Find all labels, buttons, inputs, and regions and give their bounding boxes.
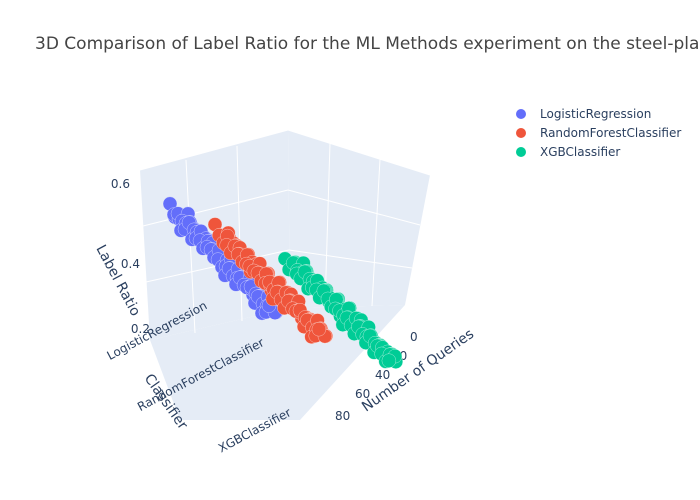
legend-marker	[516, 147, 526, 157]
data-points[interactable]	[162, 196, 403, 369]
legend-item[interactable]: RandomForestClassifier	[516, 126, 681, 140]
chart-title: 3D Comparison of Label Ratio for the ML …	[35, 34, 700, 54]
legend-label: XGBClassifier	[540, 145, 620, 159]
z-axis-title: Label Ratio	[92, 242, 143, 319]
legend-marker	[516, 128, 526, 138]
x-tick-label: 40	[375, 368, 390, 382]
back-right-pane	[288, 130, 430, 308]
gridlines	[139, 129, 431, 334]
gridline	[324, 142, 331, 308]
gridline	[287, 129, 431, 176]
x-tick-label: 80	[335, 409, 350, 423]
legend-item[interactable]: XGBClassifier	[516, 145, 620, 159]
floor-pane	[150, 305, 405, 420]
series-XGBClassifier[interactable]	[277, 251, 403, 369]
gridline	[287, 189, 421, 226]
x-tick-label: 0	[410, 330, 418, 344]
legend-label: LogisticRegression	[540, 107, 651, 121]
series-RandomForestClassifier[interactable]	[207, 217, 333, 344]
legend-marker	[516, 109, 526, 119]
data-point[interactable]	[381, 353, 397, 368]
legend-item[interactable]: LogisticRegression	[516, 107, 651, 121]
z-tick-label: 0.6	[111, 177, 130, 191]
gridline	[236, 145, 243, 322]
z-tick-label: 0.4	[121, 257, 140, 271]
x-tick-label: 60	[355, 387, 370, 401]
gridline	[371, 158, 381, 307]
data-point[interactable]	[311, 322, 327, 337]
z-tick-label: 0.2	[131, 322, 150, 336]
gridline	[142, 189, 289, 227]
legend-label: RandomForestClassifier	[540, 126, 681, 140]
gridline	[139, 129, 289, 171]
gridline	[288, 249, 413, 269]
series-LogisticRegression[interactable]	[162, 196, 284, 321]
gridline	[185, 159, 196, 334]
legend[interactable]: LogisticRegression RandomForestClassifier…	[516, 107, 681, 159]
